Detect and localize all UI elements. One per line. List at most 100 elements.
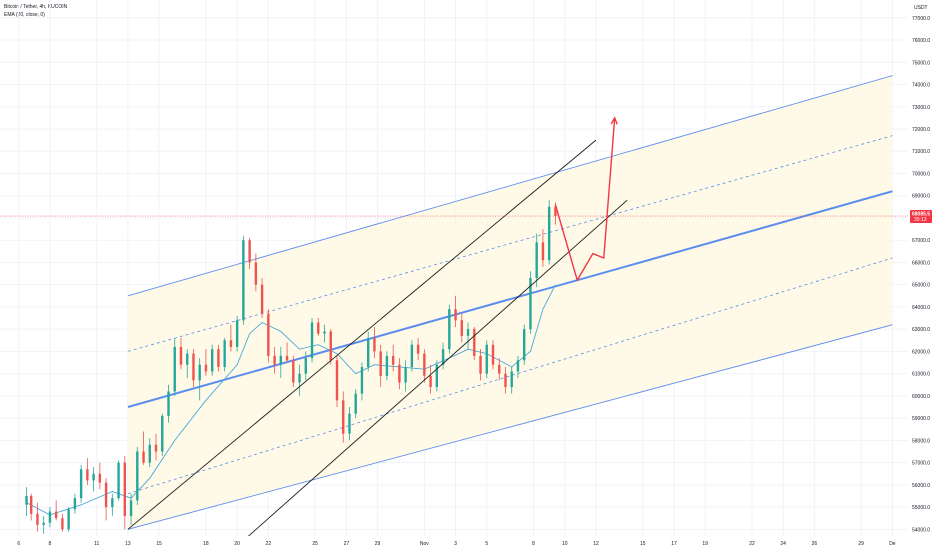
price-tick-label: 55000.0 xyxy=(912,505,930,511)
channel-lines xyxy=(127,75,893,530)
indicator-legend: EMA (20, close, 0) xyxy=(4,12,45,18)
time-tick-label: 18 xyxy=(203,541,209,547)
time-tick-label: 22 xyxy=(749,541,755,547)
time-tick-label: 12 xyxy=(593,541,599,547)
candle-body xyxy=(92,473,95,481)
countdown-label: 39:13 xyxy=(914,217,927,223)
channel-upper-line xyxy=(127,75,893,297)
trend-line xyxy=(127,139,597,530)
candle-body xyxy=(416,344,420,354)
time-tick-label: 11 xyxy=(94,541,99,547)
candle-body xyxy=(473,329,476,356)
candle-body xyxy=(398,364,401,383)
time-tick-label: 29 xyxy=(375,541,381,547)
candle-body xyxy=(547,206,551,261)
candle-body xyxy=(223,340,226,367)
time-tick-label: 15 xyxy=(156,541,162,547)
candle-body xyxy=(466,329,470,336)
time-tick-label: 24 xyxy=(780,541,786,547)
candle-body xyxy=(391,355,395,365)
price-tick-label: 72000.0 xyxy=(912,127,930,133)
last-price-badge xyxy=(910,210,932,224)
candle-body xyxy=(248,240,251,263)
candle-body xyxy=(192,353,195,381)
candle-body xyxy=(491,344,495,365)
last-price-label: 68085.5 xyxy=(912,212,930,218)
price-tick-label: 64000.0 xyxy=(912,305,930,311)
candle-body xyxy=(186,353,189,365)
candle-body xyxy=(410,344,414,367)
candle-body xyxy=(460,320,464,336)
price-tick-label: 71000.0 xyxy=(912,149,930,155)
chart-header: Bitcoin / Tether, 4h, KUCOIN EMA (20, cl… xyxy=(4,3,67,19)
candles xyxy=(25,200,557,534)
channel-fill xyxy=(127,75,893,530)
candle-body xyxy=(554,206,557,217)
candle-body xyxy=(279,355,283,365)
price-tick-label: 65000.0 xyxy=(912,283,930,289)
price-tick-label: 74000.0 xyxy=(912,83,930,89)
candle-body xyxy=(498,364,501,374)
time-tick-label: 13 xyxy=(125,541,131,547)
price-tick-label: 75000.0 xyxy=(912,60,930,66)
candle-body xyxy=(523,329,526,361)
candle-body xyxy=(479,355,482,374)
candle-body xyxy=(161,415,164,452)
projection-line xyxy=(554,117,616,281)
candle-body xyxy=(217,349,220,367)
price-tick-label: 76000.0 xyxy=(912,38,930,44)
time-axis[interactable]: 6 8 11 13 15 18 20 22 25 27 29 Nov 3 5 8 10 12 15 17 19 22 24… xyxy=(0,536,932,550)
candle-body xyxy=(210,349,214,372)
time-tick-label: 10 xyxy=(562,541,568,547)
time-tick-label: 8 xyxy=(532,541,535,547)
price-axis-bg xyxy=(908,0,932,550)
ema-line xyxy=(26,284,556,516)
candle-body xyxy=(354,393,357,414)
time-tick-label: 25 xyxy=(312,541,318,547)
candle-body xyxy=(242,240,245,321)
price-axis[interactable]: USDT 54000.0 55000.0 56000.0 57000.0 58000.0 5… xyxy=(908,0,932,550)
candle-body xyxy=(485,344,488,374)
time-axis-bg xyxy=(0,536,932,550)
candle-body xyxy=(404,366,407,383)
price-tick-label: 57000.0 xyxy=(912,461,930,467)
candle-body xyxy=(48,511,52,523)
candle-body xyxy=(510,371,513,387)
candle-body xyxy=(429,375,432,387)
time-tick-label: 8 xyxy=(49,541,52,547)
candle-body xyxy=(42,522,45,525)
candle-body xyxy=(142,451,145,463)
candle-body xyxy=(379,351,382,376)
channel-lower-mid-line xyxy=(127,257,893,495)
candle-body xyxy=(366,338,370,367)
candle-body xyxy=(373,338,376,352)
candle-body xyxy=(329,331,332,361)
candle-body xyxy=(285,355,289,361)
time-tick-label: 17 xyxy=(671,541,677,547)
candle-body xyxy=(348,413,351,434)
channel-upper-mid-line xyxy=(127,135,893,352)
candle-body xyxy=(423,353,426,376)
candle-body xyxy=(260,284,264,314)
time-tick-label: 29 xyxy=(858,541,864,547)
price-tick-label: 56000.0 xyxy=(912,483,930,489)
candle-body xyxy=(235,320,239,347)
trend-lines xyxy=(0,139,908,550)
candle-body xyxy=(98,473,102,483)
candle-body xyxy=(448,309,451,350)
candle-body xyxy=(173,346,176,392)
trend-line xyxy=(232,199,628,550)
time-tick-label: 15 xyxy=(640,541,646,547)
candle-body xyxy=(504,373,507,387)
candle-body xyxy=(310,322,314,359)
price-tick-label: 59000.0 xyxy=(912,416,930,422)
candle-body xyxy=(123,462,127,516)
candle-body xyxy=(204,364,208,372)
ema-layer xyxy=(26,284,556,516)
candle-body xyxy=(30,495,33,514)
symbol-title: Bitcoin / Tether, 4h, KUCOIN xyxy=(4,4,68,10)
channel-middle-line xyxy=(127,190,893,408)
candle-body xyxy=(273,355,276,365)
candle-body xyxy=(36,513,39,525)
